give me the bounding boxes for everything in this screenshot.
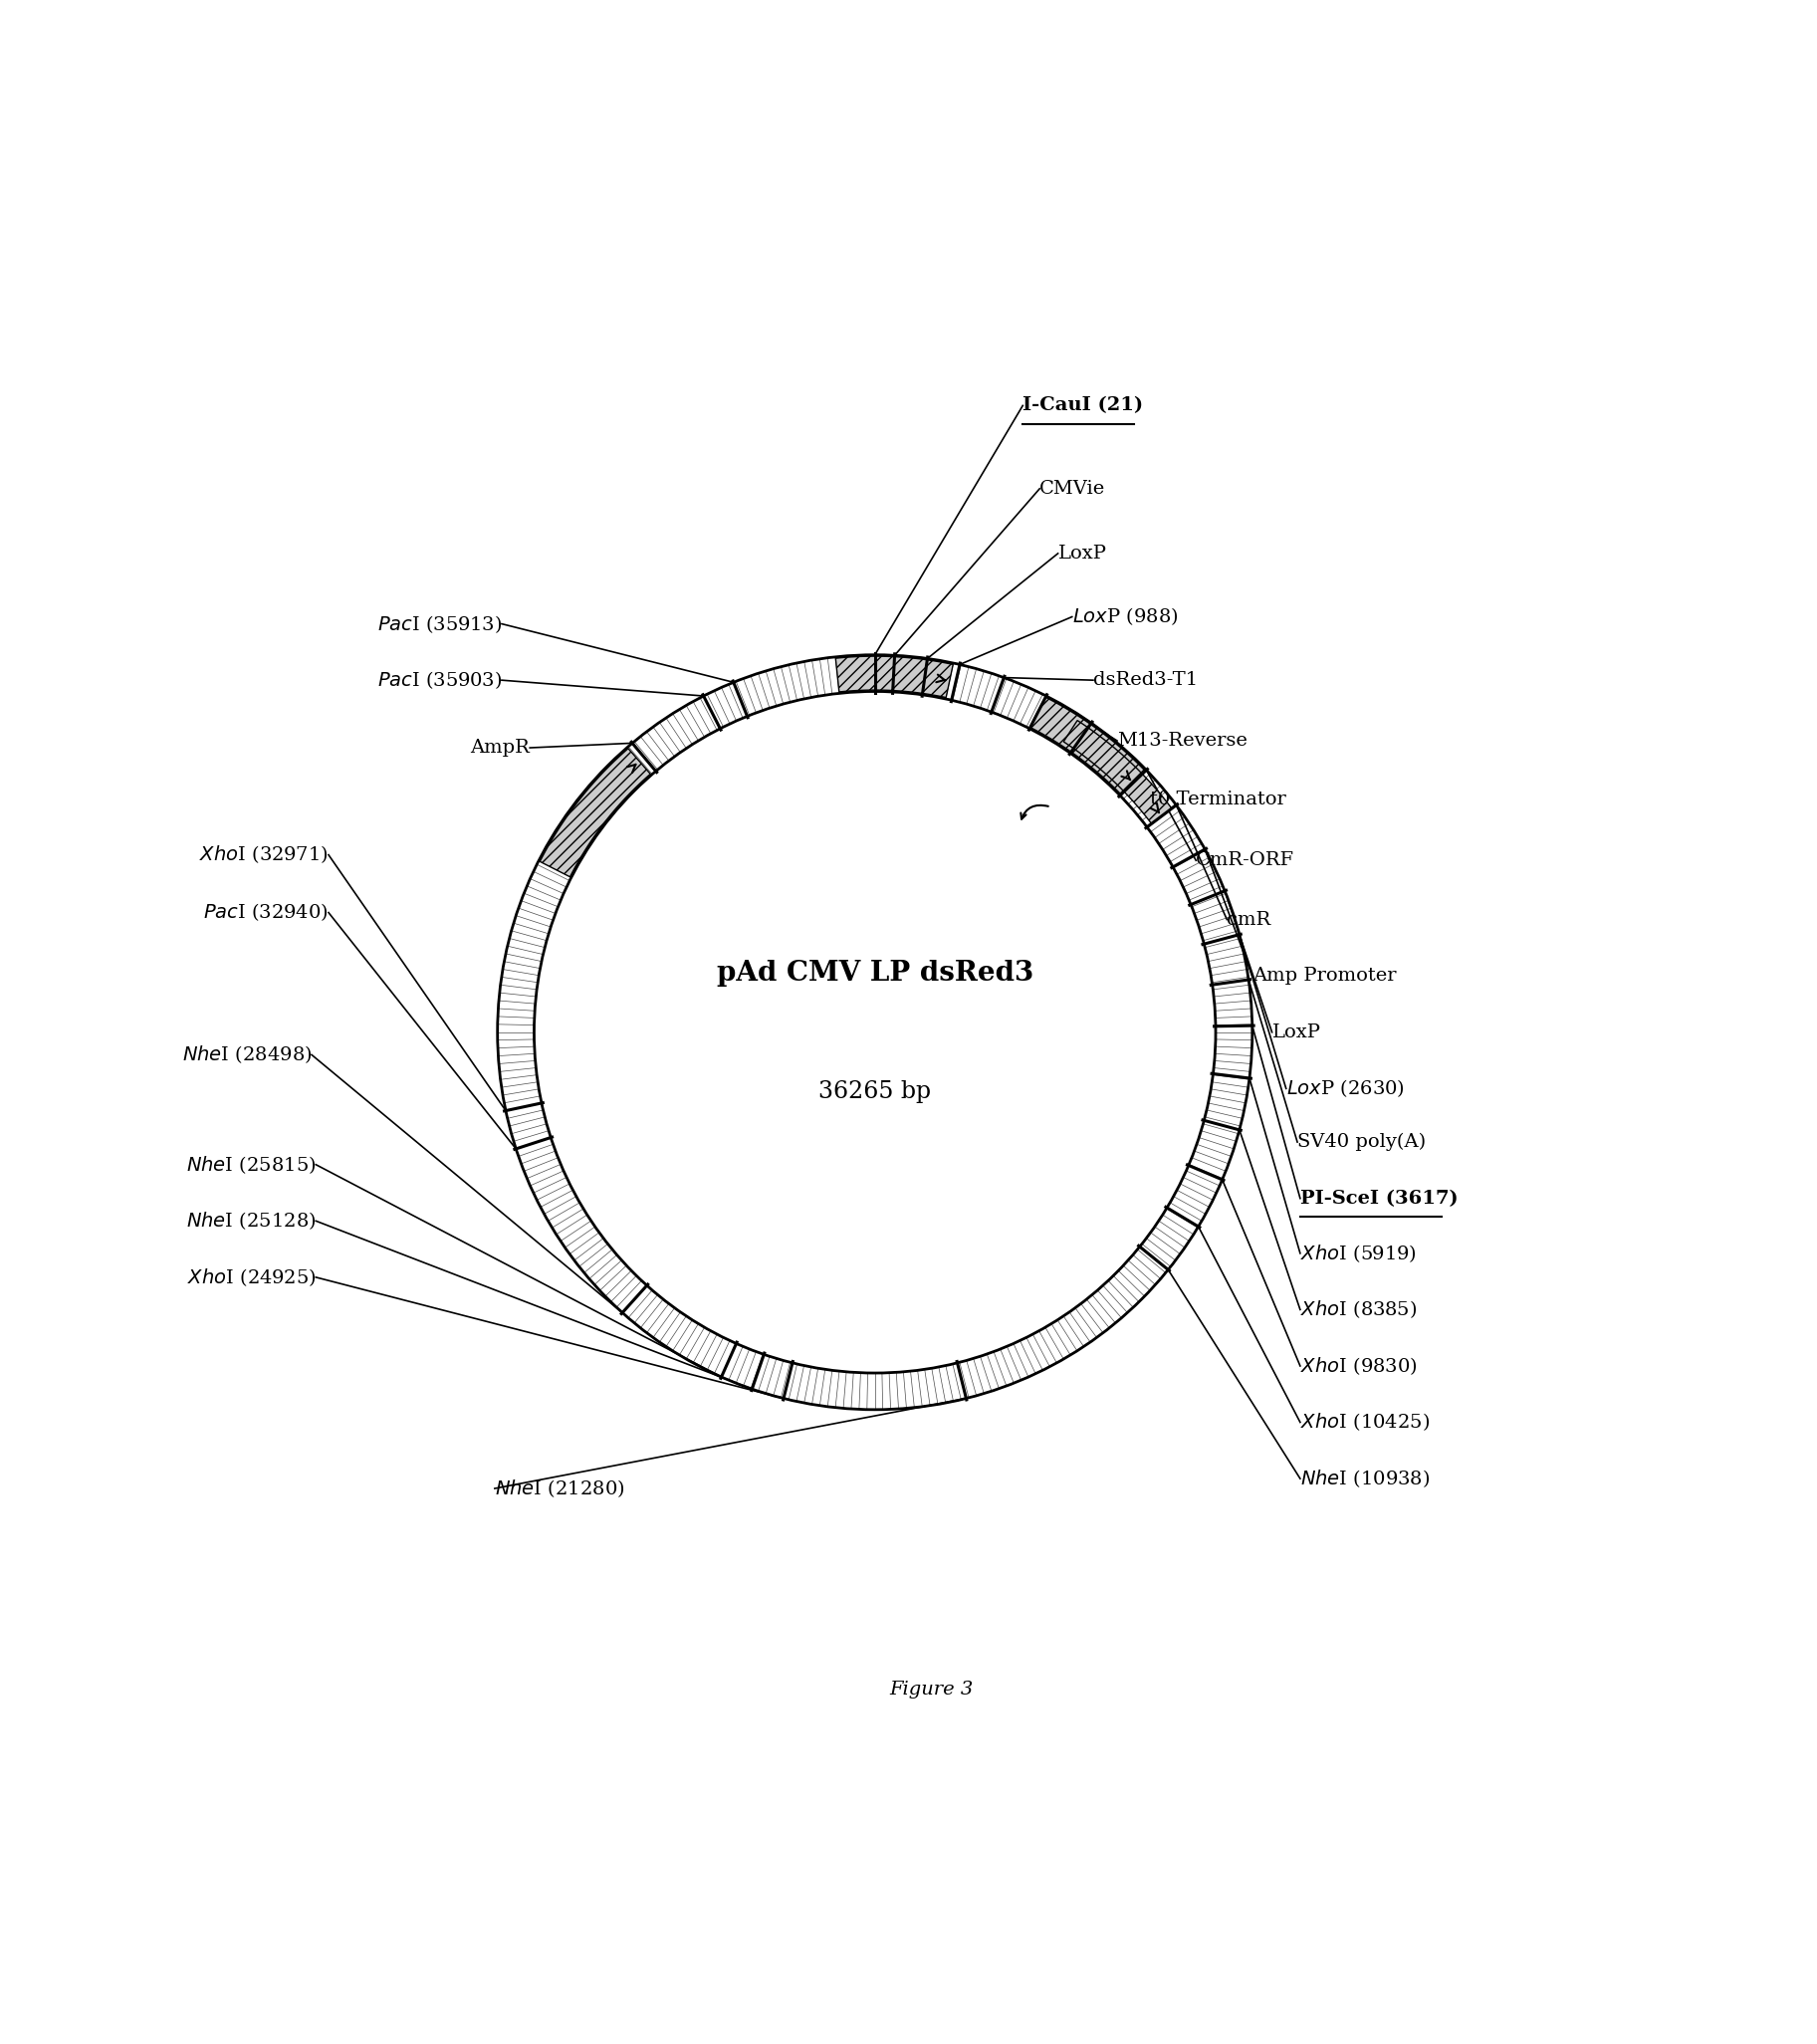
Text: M13-Reverse: M13-Reverse	[1117, 732, 1248, 750]
Text: $\mathit{Nhe}$I (10938): $\mathit{Nhe}$I (10938)	[1301, 1468, 1430, 1490]
Text: $\mathit{Lox}$P (2630): $\mathit{Lox}$P (2630)	[1286, 1077, 1405, 1100]
Text: t0 Terminator: t0 Terminator	[1150, 791, 1286, 809]
Text: CmR-ORF: CmR-ORF	[1196, 852, 1296, 869]
Text: LoxP: LoxP	[1272, 1024, 1321, 1040]
Text: $\mathit{Pac}$I (35913): $\mathit{Pac}$I (35913)	[378, 613, 501, 636]
Text: $\mathit{Xho}$I (5919): $\mathit{Xho}$I (5919)	[1301, 1243, 1417, 1263]
Text: dsRed3-T1: dsRed3-T1	[1094, 670, 1197, 689]
Text: $\mathit{Xho}$I (8385): $\mathit{Xho}$I (8385)	[1301, 1298, 1417, 1320]
Text: PI-SceI (3617): PI-SceI (3617)	[1301, 1190, 1457, 1208]
Text: Figure 3: Figure 3	[889, 1680, 974, 1699]
Polygon shape	[540, 748, 650, 877]
Text: cmR: cmR	[1226, 912, 1270, 928]
Text: CMVie: CMVie	[1039, 480, 1105, 497]
Text: $\mathit{Lox}$P (988): $\mathit{Lox}$P (988)	[1072, 605, 1177, 628]
Polygon shape	[836, 656, 954, 697]
Text: LoxP: LoxP	[1057, 544, 1107, 562]
Text: $\mathit{Xho}$I (32971): $\mathit{Xho}$I (32971)	[200, 844, 329, 867]
Polygon shape	[1030, 697, 1145, 795]
Text: $\mathit{Nhe}$I (25815): $\mathit{Nhe}$I (25815)	[185, 1153, 316, 1175]
Text: pAd CMV LP dsRed3: pAd CMV LP dsRed3	[716, 959, 1034, 987]
Text: $\mathit{Nhe}$I (28498): $\mathit{Nhe}$I (28498)	[182, 1044, 313, 1065]
Text: 36265 bp: 36265 bp	[819, 1079, 930, 1104]
Text: I-CauI (21): I-CauI (21)	[1023, 397, 1143, 415]
Text: AmpR: AmpR	[471, 738, 531, 756]
Text: Amp Promoter: Amp Promoter	[1252, 967, 1395, 985]
Text: $\mathit{Nhe}$I (25128): $\mathit{Nhe}$I (25128)	[185, 1210, 316, 1233]
Text: $\mathit{Nhe}$I (21280): $\mathit{Nhe}$I (21280)	[494, 1478, 625, 1500]
Circle shape	[494, 652, 1256, 1412]
Polygon shape	[1063, 719, 1172, 824]
Text: $\mathit{Xho}$I (10425): $\mathit{Xho}$I (10425)	[1301, 1412, 1430, 1433]
Text: $\mathit{Pac}$I (32940): $\mathit{Pac}$I (32940)	[204, 901, 329, 924]
Text: $\mathit{Xho}$I (9830): $\mathit{Xho}$I (9830)	[1301, 1355, 1417, 1378]
Text: $\mathit{Xho}$I (24925): $\mathit{Xho}$I (24925)	[187, 1267, 316, 1288]
Text: SV40 poly(A): SV40 poly(A)	[1297, 1132, 1426, 1151]
Text: $\mathit{Pac}$I (35903): $\mathit{Pac}$I (35903)	[378, 668, 501, 691]
